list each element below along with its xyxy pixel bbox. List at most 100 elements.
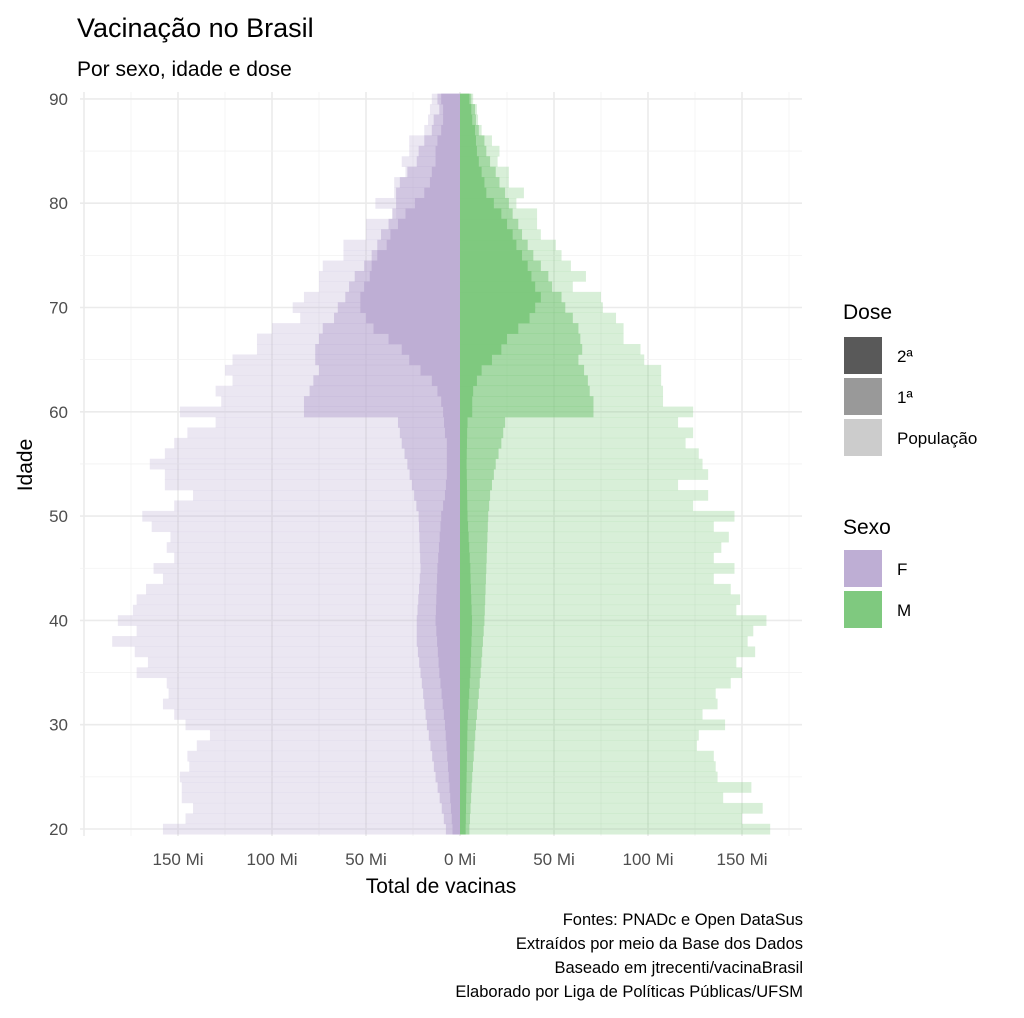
bar [181,782,460,793]
bar [460,698,478,710]
bar [460,750,714,762]
legend-key-2a [844,337,882,374]
bar [147,656,461,668]
bar [460,396,594,407]
bar [460,729,699,741]
bar [460,750,467,762]
bar [446,437,460,449]
bar [460,510,489,522]
bar [460,114,473,126]
bar [447,761,460,772]
bar [460,740,475,752]
bar [215,417,460,428]
bar [401,344,460,355]
bar [360,302,460,314]
bar [460,698,469,710]
bar [193,802,461,814]
bar [460,709,469,720]
legend-sexo-title: Sexo [843,516,891,539]
bar [460,364,585,376]
bar [460,531,469,543]
bar [460,677,480,689]
bar [174,437,461,449]
bar [181,792,460,804]
bar [460,698,718,710]
bar [168,688,460,699]
bar [442,698,460,710]
bar [460,625,754,637]
bar [438,656,460,668]
bar [460,563,735,574]
bar [209,729,460,741]
bar [460,594,741,606]
bar [460,604,485,616]
bar [437,135,460,147]
bar [437,646,460,658]
x-axis-title: Total de vacinas [366,875,517,898]
legend-label-2a: 2ª [897,347,913,366]
bar [460,771,467,783]
bar [399,427,460,439]
y-tick-label: 30 [49,716,68,735]
bar [151,521,460,533]
bar [315,344,460,355]
caption-line: Elaborado por Liga de Políticas Públicas… [455,983,803,1001]
bar [460,479,492,491]
bar [460,427,694,439]
bar [390,229,460,241]
bar [460,688,470,699]
bar [460,490,709,501]
bar [371,260,460,272]
bar [460,667,471,679]
bar [460,354,492,366]
bar [435,145,460,157]
bar [460,208,502,220]
bar [460,500,490,512]
legend-label-populacao: População [897,429,977,448]
x-tick-label: 100 Mi [622,850,673,869]
series-f-dose2 [360,93,460,835]
bar [399,177,460,188]
bar [444,490,460,501]
bar [460,177,485,188]
bar [436,583,460,595]
bar [411,479,460,491]
bar [460,636,748,647]
y-tick-label: 20 [49,820,68,839]
bar [117,615,460,626]
legend-key-1a [844,378,882,415]
bar [369,270,460,282]
bar [450,792,460,804]
bar [460,677,731,689]
bar [445,479,460,491]
bar [460,594,472,606]
bar [460,688,716,699]
caption: Fontes: PNADc e Open DataSus Extraídos p… [455,911,803,1001]
bar [460,229,513,241]
bar [460,364,482,376]
bar [162,573,460,585]
bar [366,312,460,324]
bar [460,542,470,553]
bar [460,197,494,209]
bar [460,406,473,418]
bar [174,552,461,564]
legend-label-f: F [897,560,907,579]
bar [136,625,460,637]
bar [435,156,460,167]
bar [460,323,579,334]
bar [460,792,467,804]
bar [460,656,737,668]
bar [460,281,536,293]
bar [432,750,460,762]
bar [460,500,468,512]
legend-key-m [844,591,882,628]
bar [443,500,460,512]
y-tick-label: 90 [49,90,68,109]
bar [460,458,703,470]
bar [460,396,473,407]
bar [407,458,460,470]
bar [460,437,467,449]
x-tick-label: 150 Mi [716,850,767,869]
bar [460,521,714,533]
